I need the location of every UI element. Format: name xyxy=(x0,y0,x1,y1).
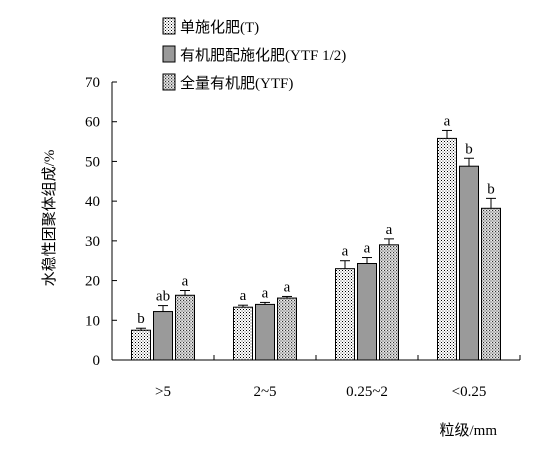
bar xyxy=(175,294,195,361)
significance-label: a xyxy=(342,244,349,260)
significance-label: a xyxy=(444,113,451,129)
y-tick-label: 10 xyxy=(85,313,100,329)
bar xyxy=(481,207,501,361)
legend-swatch-2 xyxy=(162,73,176,91)
bar xyxy=(255,303,275,361)
x-category-label: >5 xyxy=(155,384,171,400)
y-tick-label: 60 xyxy=(85,115,100,131)
y-tick-label: 40 xyxy=(85,194,100,210)
bar xyxy=(437,137,457,361)
category-labels: >5 2~5 0.25~2 <0.25 xyxy=(155,384,486,400)
y-tick-label: 20 xyxy=(85,274,100,290)
significance-label: ab xyxy=(156,289,170,305)
x-axis-title: 粒级/mm xyxy=(439,422,497,439)
legend-swatch-0 xyxy=(162,17,176,35)
bar xyxy=(459,165,479,361)
bar xyxy=(131,329,151,361)
legend-label-2: 全量有机肥(YTF) xyxy=(180,74,293,92)
x-ticks xyxy=(111,355,521,360)
bar xyxy=(379,244,399,361)
significance-label: a xyxy=(284,279,291,295)
bar xyxy=(357,262,377,361)
bar xyxy=(277,297,297,361)
significance-label: b xyxy=(487,181,495,197)
significance-label: a xyxy=(182,274,189,290)
y-ticks: 0 10 20 30 40 50 60 70 xyxy=(85,75,117,369)
legend-label-1: 有机肥配施化肥(YTF 1/2) xyxy=(180,47,346,64)
bar xyxy=(233,306,253,361)
significance-label: a xyxy=(262,285,269,301)
y-tick-label: 30 xyxy=(85,234,100,250)
y-tick-label: 50 xyxy=(85,154,100,170)
x-category-label: 2~5 xyxy=(253,384,276,400)
x-category-label: 0.25~2 xyxy=(346,384,388,400)
bar xyxy=(335,268,355,361)
legend-swatch-1 xyxy=(162,45,176,63)
legend-label-0: 单施化肥(T) xyxy=(180,19,259,36)
significance-label: a xyxy=(386,222,393,238)
significance-label: b xyxy=(465,141,473,157)
significance-label: b xyxy=(137,311,145,327)
significance-label: a xyxy=(240,288,247,304)
y-tick-label: 70 xyxy=(85,75,100,91)
y-axis-title: 水稳性团聚体组成/% xyxy=(41,150,58,287)
bar xyxy=(153,311,173,361)
y-tick-label: 0 xyxy=(93,353,101,369)
significance-label: a xyxy=(364,241,371,257)
legend: 单施化肥(T) 有机肥配施化肥(YTF 1/2) 全量有机肥(YTF) xyxy=(162,17,346,92)
x-category-label: <0.25 xyxy=(452,384,487,400)
